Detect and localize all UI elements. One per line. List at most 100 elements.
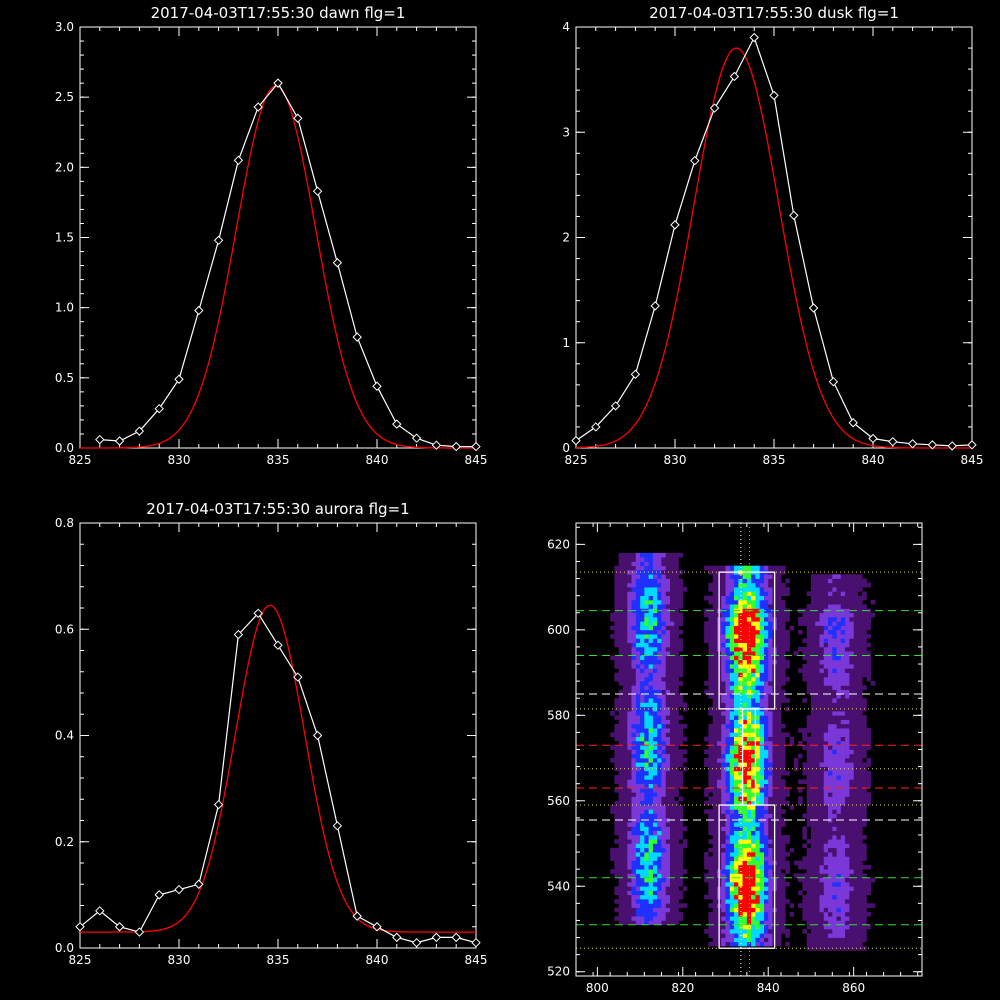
spectrogram-cell — [721, 668, 726, 673]
spectrogram-cell — [644, 655, 649, 661]
spectrogram-cell — [674, 591, 679, 596]
spectrogram-cell — [631, 689, 637, 695]
spectrogram-cell — [759, 826, 765, 831]
spectrogram-cell — [729, 587, 735, 592]
spectrogram-cell — [810, 809, 816, 814]
spectrogram-cell — [734, 929, 739, 934]
spectrogram-cell — [862, 753, 867, 759]
spectrogram-cell — [674, 552, 679, 558]
spectrogram-cell — [849, 758, 854, 763]
spectrogram-cell — [776, 587, 782, 592]
spectrogram-cell — [610, 655, 615, 661]
spectrogram-cell — [721, 685, 726, 690]
spectrogram-cell — [836, 646, 842, 652]
spectrogram-cell — [772, 766, 778, 772]
spectrogram-cell — [670, 689, 675, 695]
spectrogram-cell — [729, 890, 735, 896]
spectrogram-cell — [819, 873, 825, 878]
spectrogram-cell — [661, 732, 666, 737]
spectrogram-cell — [678, 638, 684, 643]
spectrogram-cell — [862, 685, 867, 690]
spectrogram-cell — [627, 860, 632, 866]
spectrogram-cell — [734, 822, 739, 827]
spectrogram-cell — [627, 642, 632, 648]
spectrogram-cell — [725, 753, 731, 759]
spectrogram-cell — [635, 646, 641, 652]
spectrogram-cell — [802, 736, 807, 742]
spectrogram-cell — [836, 651, 842, 656]
spectrogram-cell — [635, 745, 641, 750]
spectrogram-cell — [849, 937, 854, 943]
spectrogram-cell — [849, 689, 854, 695]
spectrogram-cell — [849, 796, 854, 802]
spectrogram-cell — [614, 612, 619, 618]
spectrogram-cell — [652, 634, 658, 639]
spectrogram-cell — [810, 762, 816, 767]
spectrogram-cell — [768, 916, 773, 921]
spectrogram-cell — [631, 574, 637, 579]
spectrogram-cell — [759, 668, 765, 673]
spectrogram-cell — [832, 762, 837, 767]
spectrogram-cell — [819, 604, 825, 609]
spectrogram-cell — [832, 903, 837, 908]
spectrogram-cell — [721, 698, 726, 703]
spectrogram-cell — [832, 800, 837, 806]
spectrogram-cell — [627, 664, 632, 669]
spectrogram-cell — [627, 758, 632, 763]
spectrogram-cell — [712, 899, 718, 904]
spectrogram-cell — [665, 557, 671, 562]
spectrogram-cell — [623, 839, 628, 844]
spectrogram-cell — [751, 676, 756, 682]
spectrogram-cell — [627, 591, 632, 596]
spectrogram-cell — [644, 604, 649, 609]
spectrogram-cell — [708, 860, 713, 866]
spectrogram-cell — [661, 706, 666, 712]
spectrogram-cell — [755, 933, 760, 938]
spectrogram-cell — [810, 745, 816, 750]
spectrogram-cell — [742, 629, 748, 635]
spectrogram-cell — [623, 852, 628, 857]
spectrogram-cell — [734, 924, 739, 930]
spectrogram-cell — [840, 741, 846, 746]
spectrogram-cell — [725, 864, 731, 870]
spectrogram-cell — [682, 903, 688, 908]
spectrogram-cell — [746, 762, 752, 767]
spectrogram-cell — [742, 856, 748, 861]
spectrogram-cell — [627, 911, 632, 917]
spectrogram-cell — [635, 672, 641, 678]
spectrogram-cell — [857, 728, 863, 733]
spectrogram-cell — [823, 864, 829, 870]
spectrogram-cell — [781, 924, 786, 930]
spectrogram-cell — [670, 664, 675, 669]
spectrogram-cell — [661, 869, 666, 874]
spectrogram-cell — [815, 894, 820, 900]
spectrogram-cell — [840, 860, 846, 866]
spectrogram-cell — [738, 655, 743, 661]
spectrogram-cell — [678, 809, 684, 814]
spectrogram-cell — [670, 860, 675, 866]
spectrogram-cell — [789, 903, 795, 908]
spectrogram-cell — [708, 882, 713, 887]
spectrogram-cell — [742, 578, 748, 584]
spectrogram-cell — [857, 621, 863, 626]
spectrogram-cell — [652, 578, 658, 584]
spectrogram-cell — [670, 591, 675, 596]
spectrogram-cell — [734, 574, 739, 579]
spectrogram-cell — [828, 903, 833, 908]
spectrogram-cell — [708, 877, 713, 883]
spectrogram-cell — [746, 672, 752, 678]
spectrogram-cell — [746, 826, 752, 831]
data-point-marker — [352, 332, 362, 342]
spectrogram-cell — [776, 920, 782, 925]
spectrogram-cell — [836, 736, 842, 742]
spectrogram-cell — [712, 835, 718, 840]
spectrogram-cell — [810, 822, 816, 827]
spectrogram-cell — [657, 805, 662, 810]
spectrogram-cell — [759, 890, 765, 896]
spectrogram-cell — [635, 728, 641, 733]
spectrogram-cell — [665, 617, 671, 622]
spectrogram-cell — [857, 882, 863, 887]
spectrogram-cell — [845, 681, 850, 686]
spectrogram-cell — [845, 604, 850, 609]
spectrogram-cell — [815, 924, 820, 930]
